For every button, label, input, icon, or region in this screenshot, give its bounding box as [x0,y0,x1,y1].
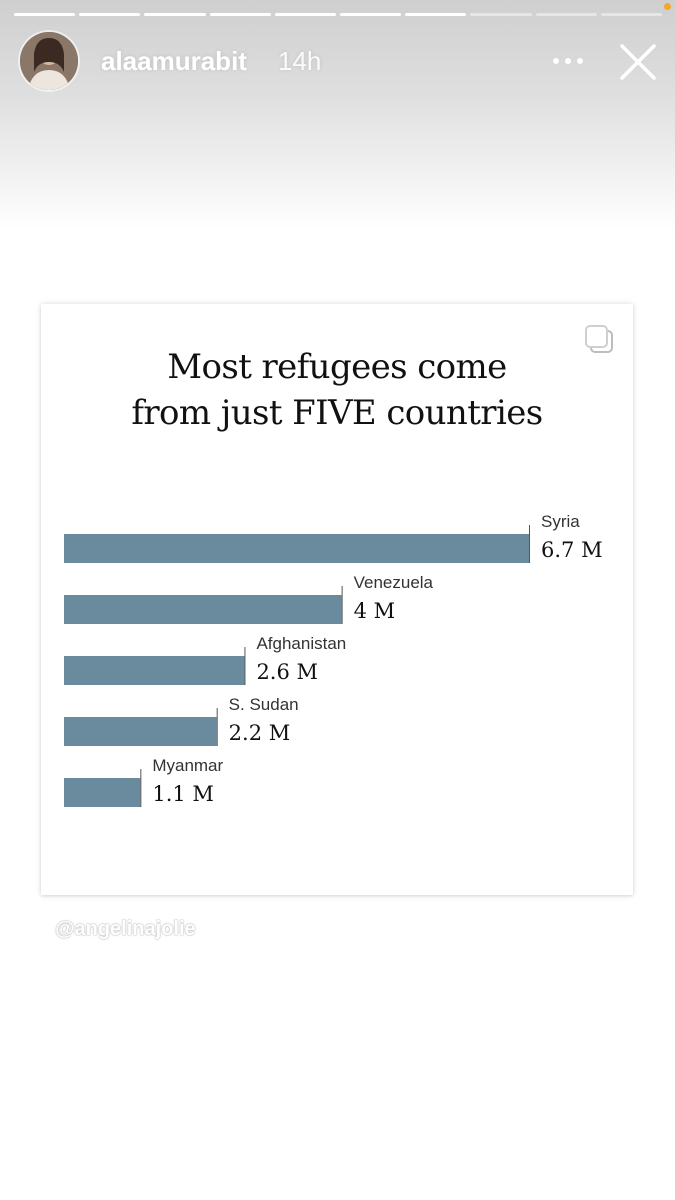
category-label: Syria [541,512,580,531]
avatar[interactable] [20,32,78,90]
story-header: alaamurabit 14h [0,30,675,92]
bar-chart: Syria 6.7 M Venezuela 4 M Afghanistan 2.6 M S.… [64,512,603,807]
avatar-photo [20,32,78,90]
category-label: S. Sudan [229,695,299,714]
value-label: 2.6 M [256,660,318,684]
close-button[interactable] [616,40,660,84]
top-gradient-overlay [0,0,675,230]
multiple-posts-icon [585,325,613,353]
progress-segment [209,13,271,16]
close-icon [620,44,656,80]
value-label: 6.7 M [541,538,603,562]
story-timestamp: 14h [278,46,322,76]
chart-title-line-1: Most refugees come [167,347,507,387]
bar-myanmar [64,778,141,807]
chart-title-line-2: from just FIVE countries [131,393,543,433]
progress-segment [340,13,402,16]
more-options-button[interactable] [548,44,588,78]
progress-segment [274,13,337,16]
progress-segment [79,13,141,16]
chart-title: Most refugees come from just FIVE countr… [41,344,633,436]
more-horizontal-icon [553,58,583,64]
watermark-text: @angelinajolie [55,918,196,940]
progress-segment [600,13,663,16]
progress-segment [144,13,206,16]
notification-dot [664,3,671,10]
progress-segment [535,13,597,16]
category-label: Venezuela [354,573,434,592]
bar-venezuela [64,595,342,624]
story-username[interactable]: alaamurabit [101,46,247,76]
progress-segment [14,13,76,16]
progress-segment [405,13,467,16]
value-label: 4 M [354,599,396,623]
bar-s-sudan [64,717,217,746]
category-label: Myanmar [152,756,223,775]
chart-card: Most refugees come from just FIVE countr… [41,304,633,895]
category-label: Afghanistan [256,634,346,653]
bar-afghanistan [64,656,245,685]
story-progress-bar [14,13,663,17]
value-label: 2.2 M [229,721,291,745]
progress-segment [470,13,532,16]
value-label: 1.1 M [152,782,214,806]
bar-syria [64,534,529,563]
